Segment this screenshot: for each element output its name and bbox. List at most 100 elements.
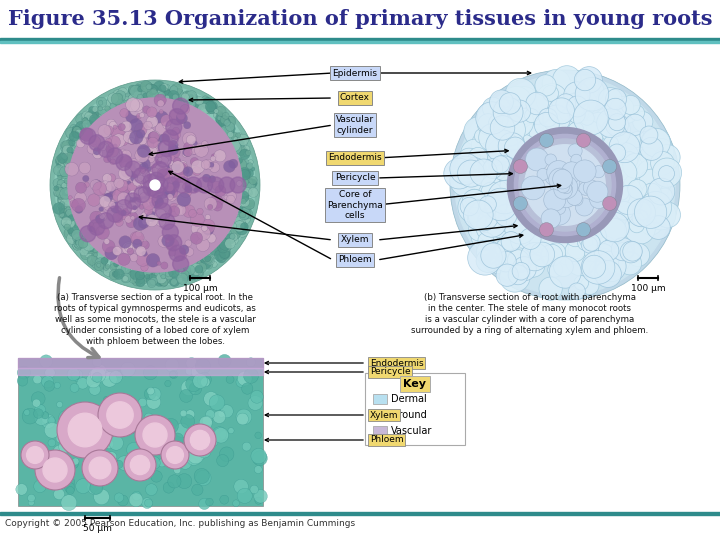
Circle shape bbox=[148, 184, 152, 188]
Circle shape bbox=[112, 95, 122, 104]
Circle shape bbox=[579, 118, 606, 145]
Circle shape bbox=[181, 380, 197, 396]
Circle shape bbox=[545, 166, 565, 186]
Circle shape bbox=[33, 375, 42, 384]
Circle shape bbox=[222, 123, 229, 130]
Circle shape bbox=[192, 167, 202, 176]
Circle shape bbox=[98, 106, 102, 111]
Circle shape bbox=[34, 480, 46, 492]
Circle shape bbox=[123, 131, 135, 143]
Circle shape bbox=[84, 112, 95, 123]
Circle shape bbox=[63, 158, 67, 163]
Circle shape bbox=[117, 269, 125, 277]
Circle shape bbox=[172, 163, 181, 171]
Circle shape bbox=[626, 133, 654, 160]
Circle shape bbox=[183, 167, 189, 174]
Circle shape bbox=[496, 264, 518, 286]
Circle shape bbox=[58, 212, 65, 218]
Circle shape bbox=[501, 232, 521, 251]
Circle shape bbox=[162, 271, 166, 275]
Circle shape bbox=[181, 271, 189, 278]
Circle shape bbox=[169, 276, 180, 287]
Circle shape bbox=[96, 211, 107, 221]
Circle shape bbox=[510, 224, 542, 256]
Circle shape bbox=[567, 227, 588, 248]
Circle shape bbox=[65, 190, 69, 194]
Circle shape bbox=[628, 179, 647, 199]
Circle shape bbox=[99, 226, 106, 233]
Circle shape bbox=[575, 234, 601, 261]
Circle shape bbox=[236, 225, 248, 237]
Circle shape bbox=[242, 208, 253, 219]
Circle shape bbox=[79, 427, 93, 441]
Circle shape bbox=[598, 87, 622, 111]
Circle shape bbox=[127, 269, 131, 273]
Circle shape bbox=[147, 387, 155, 395]
Circle shape bbox=[148, 433, 159, 445]
Bar bbox=[0, 512, 720, 515]
Circle shape bbox=[67, 147, 73, 153]
Circle shape bbox=[64, 141, 74, 151]
Circle shape bbox=[157, 187, 165, 195]
Circle shape bbox=[158, 85, 166, 92]
Circle shape bbox=[243, 213, 248, 218]
Circle shape bbox=[235, 159, 247, 171]
Circle shape bbox=[130, 85, 142, 97]
Circle shape bbox=[96, 263, 100, 267]
Text: Xylem: Xylem bbox=[370, 410, 398, 420]
Circle shape bbox=[516, 132, 531, 147]
Circle shape bbox=[554, 257, 573, 276]
Text: Phloem: Phloem bbox=[338, 255, 372, 265]
Circle shape bbox=[121, 121, 132, 132]
Circle shape bbox=[166, 447, 184, 463]
Circle shape bbox=[229, 140, 240, 152]
Circle shape bbox=[61, 219, 68, 226]
Circle shape bbox=[140, 274, 145, 279]
Circle shape bbox=[201, 219, 215, 233]
Circle shape bbox=[168, 160, 174, 166]
Circle shape bbox=[99, 196, 111, 207]
Circle shape bbox=[213, 428, 229, 443]
Circle shape bbox=[61, 495, 77, 511]
Circle shape bbox=[168, 146, 180, 158]
Circle shape bbox=[199, 258, 211, 269]
Circle shape bbox=[554, 176, 577, 199]
Circle shape bbox=[236, 225, 244, 233]
Circle shape bbox=[647, 179, 668, 200]
Circle shape bbox=[150, 89, 156, 94]
Text: Copyright © 2005 Pearson Education, Inc. publishing as Benjamin Cummings: Copyright © 2005 Pearson Education, Inc.… bbox=[5, 519, 355, 529]
Circle shape bbox=[239, 160, 247, 168]
Circle shape bbox=[27, 447, 43, 463]
Circle shape bbox=[104, 396, 110, 403]
Circle shape bbox=[138, 137, 147, 145]
Bar bbox=[18, 368, 263, 375]
Circle shape bbox=[209, 108, 215, 114]
Circle shape bbox=[174, 467, 181, 474]
Circle shape bbox=[193, 141, 197, 146]
Circle shape bbox=[57, 170, 65, 178]
Circle shape bbox=[140, 90, 149, 99]
Circle shape bbox=[130, 99, 143, 112]
Circle shape bbox=[67, 368, 80, 381]
Circle shape bbox=[534, 112, 554, 132]
Circle shape bbox=[121, 164, 135, 178]
Circle shape bbox=[77, 444, 87, 454]
Circle shape bbox=[132, 276, 142, 286]
Circle shape bbox=[42, 411, 49, 419]
Circle shape bbox=[143, 106, 150, 113]
Circle shape bbox=[58, 158, 68, 168]
Circle shape bbox=[175, 423, 189, 437]
Circle shape bbox=[175, 266, 184, 275]
Circle shape bbox=[144, 83, 155, 94]
Circle shape bbox=[182, 132, 197, 146]
Circle shape bbox=[193, 374, 207, 388]
Circle shape bbox=[136, 113, 142, 119]
Circle shape bbox=[173, 127, 179, 134]
Circle shape bbox=[215, 106, 222, 113]
Text: 100 μm: 100 μm bbox=[631, 284, 665, 293]
Circle shape bbox=[521, 176, 545, 200]
Circle shape bbox=[68, 225, 80, 237]
Circle shape bbox=[224, 120, 230, 126]
Circle shape bbox=[462, 190, 487, 214]
Circle shape bbox=[71, 137, 78, 145]
